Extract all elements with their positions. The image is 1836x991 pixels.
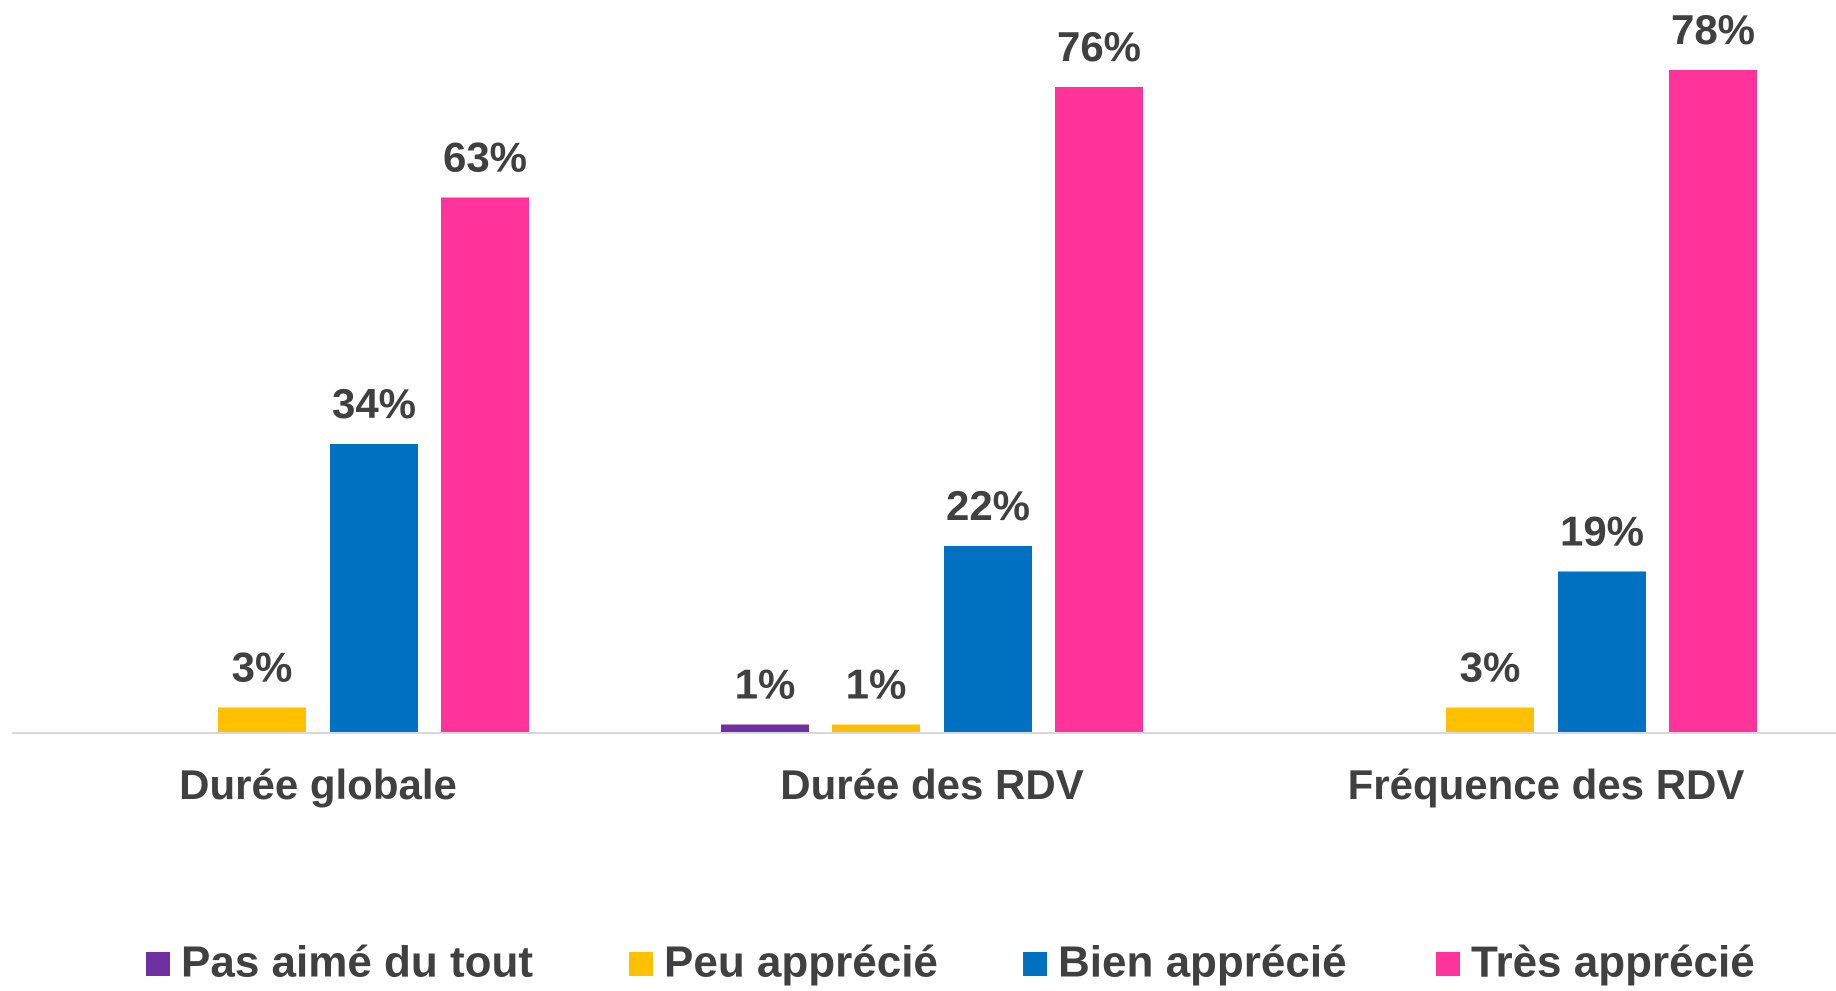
legend-label: Peu apprécié: [664, 938, 938, 987]
x-tick-label: Durée des RDV: [780, 761, 1083, 808]
legend-swatch: [1023, 952, 1047, 976]
value-label: 22%: [946, 482, 1030, 529]
bar: [1446, 707, 1534, 733]
value-label: 78%: [1671, 6, 1755, 53]
bar: [1558, 571, 1646, 733]
value-label: 19%: [1560, 508, 1644, 555]
legend-label: Très apprécié: [1471, 938, 1755, 987]
bar: [721, 724, 809, 733]
value-label: 34%: [332, 380, 416, 427]
legend-swatch: [146, 952, 170, 976]
x-tick-label: Durée globale: [179, 761, 457, 808]
bar: [218, 707, 306, 733]
bar: [441, 197, 529, 733]
x-tick-label: Fréquence des RDV: [1348, 761, 1745, 808]
legend-swatch: [1436, 952, 1460, 976]
value-label: 76%: [1057, 23, 1141, 70]
value-label: 3%: [232, 644, 293, 691]
legend-label: Bien apprécié: [1058, 938, 1347, 987]
value-label: 63%: [443, 134, 527, 181]
bar: [832, 724, 920, 733]
value-label: 3%: [1460, 644, 1521, 691]
value-label: 1%: [846, 661, 907, 708]
legend-swatch: [629, 952, 653, 976]
legend-label: Pas aimé du tout: [181, 938, 533, 987]
bar: [1669, 70, 1757, 733]
value-label: 1%: [735, 661, 796, 708]
bar: [1055, 87, 1143, 733]
bar: [330, 444, 418, 733]
bar: [944, 546, 1032, 733]
